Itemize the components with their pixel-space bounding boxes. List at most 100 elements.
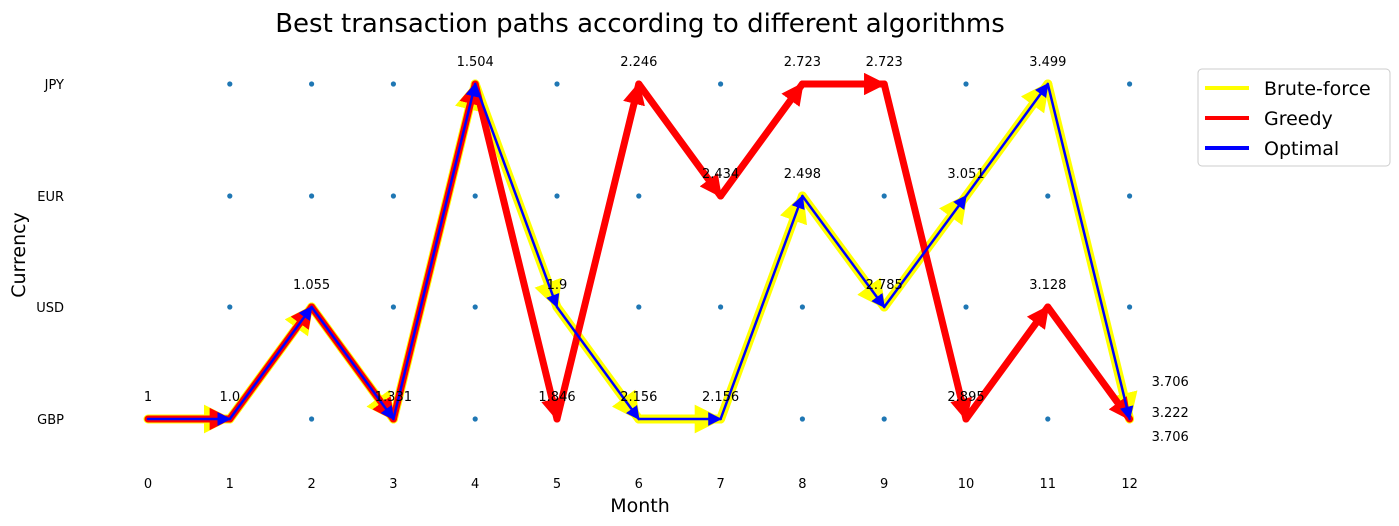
grid-node-gbp-8 [799, 416, 806, 422]
path-segment [555, 305, 641, 421]
path-segment [635, 80, 725, 200]
value-label: 2.785 [866, 278, 903, 293]
value-label: 2.498 [784, 167, 821, 182]
value-label: 1 [144, 390, 152, 405]
x-tick-label: 2 [307, 477, 315, 492]
value-label: 2.246 [620, 55, 657, 70]
grid-node-usd-7 [718, 304, 724, 310]
value-label: 2.156 [702, 390, 739, 405]
x-tick-label: 8 [798, 477, 806, 492]
value-label: 1.0 [219, 390, 240, 405]
grid-node-eur-11 [1045, 193, 1051, 199]
value-label: 2.434 [702, 167, 739, 182]
x-tick-label: 0 [144, 477, 152, 492]
y-tick-label: USD [36, 301, 64, 316]
series-paths [143, 72, 1138, 434]
x-tick-label: 7 [716, 477, 724, 492]
value-label: 1.331 [375, 390, 412, 405]
value-label: 1.846 [538, 390, 575, 405]
value-label: 2.156 [620, 390, 657, 405]
grid-node-gbp-2 [309, 416, 315, 422]
path-segment [473, 82, 560, 309]
grid-node-jpy-10 [963, 81, 969, 87]
series-optimal [146, 82, 1134, 426]
value-label: 3.706 [1152, 430, 1189, 445]
path-segment [553, 80, 645, 423]
grid-node-eur-1 [227, 193, 233, 199]
path-segment [801, 194, 886, 309]
chart-title: Best transaction paths according to diff… [275, 9, 1005, 39]
legend-box [1197, 68, 1391, 167]
grid-node-gbp-11 [1045, 416, 1051, 422]
value-label: 3.706 [1152, 375, 1189, 390]
legend-label: Optimal [1264, 138, 1339, 160]
x-tick-label: 5 [553, 477, 561, 492]
value-label: 3.051 [947, 167, 984, 182]
grid-node-eur-9 [881, 193, 887, 199]
grid-node-jpy-7 [718, 81, 724, 87]
grid-node-usd-10 [963, 304, 969, 310]
x-tick-label: 4 [471, 477, 479, 492]
legend-label: Greedy [1264, 108, 1333, 130]
legend: Brute-force Greedy Optimal [1197, 68, 1391, 167]
grid-node-eur-5 [554, 193, 560, 199]
path-segment [1046, 82, 1134, 421]
y-tick-label: JPY [44, 78, 64, 93]
grid-node-eur-2 [309, 193, 315, 199]
grid-node-eur-3 [390, 193, 396, 199]
value-label: 2.895 [947, 390, 984, 405]
value-labels: 1 1.0 1.055 1.331 1.504 1.9 2.156 2.156 2.498 2.7… [144, 55, 1189, 445]
grid-node-usd-1 [227, 304, 233, 310]
value-label: 3.128 [1029, 278, 1066, 293]
x-axis-label: Month [610, 495, 670, 517]
value-label: 2.723 [866, 55, 903, 70]
path-segment [882, 194, 968, 309]
x-tick-labels: 0 1 2 3 4 5 6 7 8 9 10 11 12 [144, 477, 1138, 492]
x-tick-label: 6 [635, 477, 643, 492]
value-label: 1.9 [547, 278, 568, 293]
path-segment [717, 80, 806, 200]
path-segment [392, 82, 479, 421]
path-segment [962, 303, 1052, 423]
grid-node-usd-6 [636, 304, 642, 310]
y-tick-labels: GBP USD EUR JPY [36, 78, 64, 428]
x-tick-label: 11 [1040, 477, 1057, 492]
legend-label: Brute-force [1264, 78, 1371, 100]
grid-node-jpy-3 [390, 81, 396, 87]
grid-node-gbp-4 [472, 416, 478, 422]
series-greedy [144, 72, 1134, 431]
grid-node-usd-8 [799, 304, 806, 310]
grid-node-usd-12 [1127, 304, 1133, 310]
path-segment [471, 80, 564, 423]
x-tick-label: 12 [1121, 477, 1138, 492]
grid-node-gbp-9 [881, 416, 887, 422]
value-label: 3.499 [1029, 55, 1066, 70]
x-tick-label: 1 [226, 477, 234, 492]
path-segment [719, 194, 805, 421]
grid-node-eur-4 [472, 193, 478, 199]
value-label: 3.222 [1152, 406, 1189, 421]
x-tick-label: 3 [389, 477, 397, 492]
path-segment [964, 82, 1050, 198]
x-tick-label: 10 [958, 477, 975, 492]
value-label: 2.723 [784, 55, 821, 70]
x-tick-label: 9 [880, 477, 888, 492]
grid-node-eur-12 [1127, 193, 1133, 199]
path-segment [310, 305, 395, 421]
grid-node-jpy-12 [1127, 81, 1133, 87]
grid-node-usd-4 [472, 304, 478, 310]
value-label: 1.504 [457, 55, 494, 70]
grid-node-jpy-5 [554, 81, 560, 87]
value-label: 1.055 [293, 278, 330, 293]
y-tick-label: EUR [37, 190, 64, 205]
grid-node-usd-3 [390, 304, 396, 310]
grid-node-jpy-1 [227, 81, 233, 87]
y-tick-label: GBP [37, 413, 64, 428]
path-segment [228, 305, 313, 421]
path-segment [1044, 303, 1134, 423]
grid-node-jpy-2 [309, 81, 315, 87]
series-brute-force [143, 79, 1138, 434]
grid-node-eur-6 [636, 193, 642, 199]
